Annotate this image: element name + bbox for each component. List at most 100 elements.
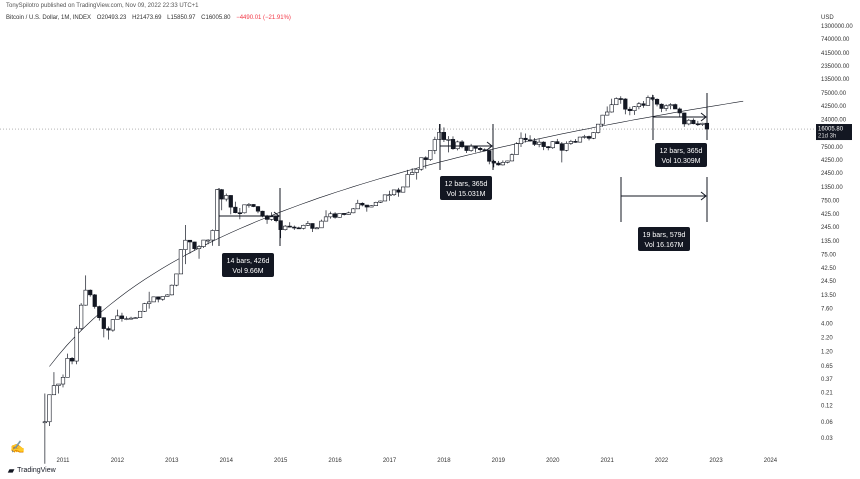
- candle-body: [623, 98, 628, 110]
- candle-body: [632, 106, 637, 111]
- candle-body: [496, 162, 501, 166]
- candle-body: [405, 174, 410, 188]
- candle-body: [527, 139, 533, 142]
- price-axis-tick: 0.03: [821, 436, 833, 442]
- candle-body: [351, 208, 356, 214]
- candle-body: [559, 143, 564, 151]
- candle-body: [115, 315, 120, 320]
- candle-body: [537, 141, 542, 145]
- price-axis-tick: 425.00: [821, 212, 840, 218]
- last-price-label: 16005.80: [818, 127, 844, 133]
- price-axis-tick: 0.12: [821, 404, 833, 410]
- candle-body: [546, 146, 551, 149]
- measure-2013-arrow: [273, 211, 280, 221]
- candle-body: [373, 202, 378, 206]
- price-axis-tick: 750.00: [821, 199, 840, 205]
- candle-body: [446, 139, 451, 141]
- measure-2013-label-vol: Vol 9.66M: [232, 268, 263, 275]
- candle-body: [410, 172, 415, 175]
- candle-body: [441, 132, 447, 140]
- candle-body: [664, 105, 669, 109]
- candle-body: [677, 108, 682, 114]
- candle-body: [169, 284, 174, 296]
- candle-body: [151, 296, 156, 303]
- candle-body: [147, 301, 152, 304]
- candle-body: [328, 213, 333, 218]
- candle-body: [47, 394, 52, 423]
- candle-body: [478, 148, 483, 150]
- measure-2017-label-vol: Vol 15.031M: [447, 191, 486, 198]
- candle-body: [568, 141, 573, 144]
- measure-2013-label-bars: 14 bars, 426d: [227, 258, 270, 265]
- candle-body: [219, 189, 224, 200]
- candle-body: [314, 227, 320, 230]
- candle-body: [210, 230, 215, 241]
- price-axis-tick: 1350.00: [821, 185, 843, 191]
- candle-body: [101, 317, 106, 329]
- candle-body: [641, 103, 646, 106]
- candle-body: [242, 204, 247, 214]
- price-axis-tick: 24000.00: [821, 118, 847, 124]
- candle-body: [491, 160, 496, 164]
- candle-body: [455, 141, 460, 150]
- candle-body: [428, 150, 433, 160]
- tradingview-logo-icon: ▰: [8, 466, 15, 475]
- candle-body: [391, 189, 397, 196]
- candle-body: [346, 212, 351, 215]
- candle-body: [595, 123, 601, 133]
- countdown-label: 21d 3h: [818, 134, 836, 140]
- candle-body: [69, 358, 75, 362]
- price-axis-tick: 2.20: [821, 335, 833, 341]
- candle-body: [419, 157, 424, 170]
- candle-body: [500, 162, 505, 166]
- candle-body: [192, 241, 197, 249]
- candle-body: [165, 294, 170, 297]
- price-axis-tick: 75.00: [821, 253, 837, 259]
- candle-body: [142, 303, 147, 312]
- candle-body: [110, 319, 115, 331]
- candle-body: [469, 145, 474, 151]
- candle-body: [196, 246, 202, 249]
- price-axis-tick: 4250.00: [821, 158, 843, 164]
- price-axis-tick: 0.06: [821, 420, 833, 426]
- candle-body: [255, 206, 261, 212]
- candle-body: [423, 157, 428, 160]
- candle-body: [659, 103, 664, 109]
- measure-2017-arrow: [486, 141, 493, 151]
- candle-body: [577, 136, 583, 143]
- candle-body: [541, 141, 546, 147]
- time-axis-tick: 2021: [600, 458, 614, 464]
- candle-body: [627, 108, 632, 111]
- candle-body: [323, 216, 329, 222]
- tradingview-logo[interactable]: ▰ TradingView: [8, 466, 56, 475]
- measure-2021-label-bars: 12 bars, 365d: [660, 148, 703, 155]
- candle-body: [582, 136, 587, 138]
- candle-body: [668, 104, 673, 107]
- candle-body: [387, 194, 392, 197]
- candle-body: [686, 119, 691, 125]
- price-axis-tick: 235000.00: [821, 64, 850, 70]
- candle-body: [464, 146, 469, 151]
- price-axis-tick: 7.60: [821, 306, 833, 312]
- measure-projection-label-vol: Vol 16.167M: [645, 242, 684, 249]
- symbol-name[interactable]: Bitcoin / U.S. Dollar, 1M, INDEX: [6, 15, 92, 21]
- price-axis-tick: 0.37: [821, 377, 833, 383]
- candle-body: [65, 358, 70, 378]
- candle-body: [233, 206, 238, 214]
- candle-body: [160, 296, 165, 300]
- candle-body: [133, 317, 138, 319]
- price-axis-tick: 42500.00: [821, 104, 847, 110]
- measure-2013-label-box: [222, 253, 274, 277]
- measure-2021-label-box: [655, 143, 707, 167]
- candle-body: [673, 104, 678, 110]
- price-axis-tick: 415000.00: [821, 51, 850, 57]
- candle-body: [283, 225, 288, 230]
- candle-body: [337, 213, 342, 218]
- candle-body: [174, 273, 179, 286]
- candle-body: [246, 204, 252, 206]
- tradingview-drawing-icon[interactable]: ✍: [10, 440, 25, 454]
- candle-body: [332, 213, 338, 218]
- price-axis-tick: 75000.00: [821, 91, 847, 97]
- ohlc-close: C16005.80: [201, 15, 231, 21]
